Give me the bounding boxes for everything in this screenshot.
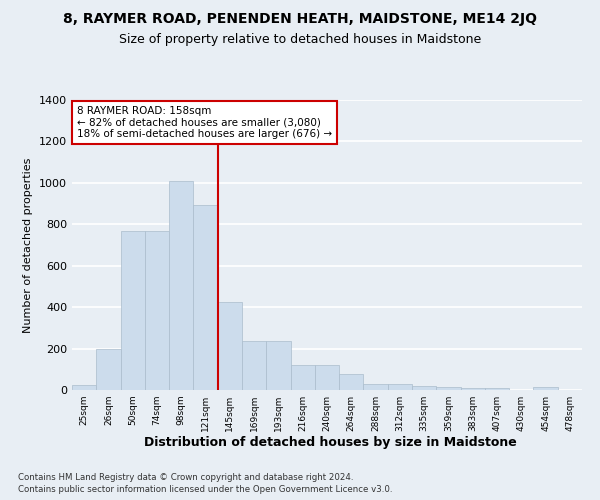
Bar	[461, 388, 485, 390]
Bar	[533, 388, 558, 390]
Bar	[315, 365, 339, 390]
Text: Size of property relative to detached houses in Maidstone: Size of property relative to detached ho…	[119, 32, 481, 46]
Bar	[339, 374, 364, 390]
Bar	[290, 365, 315, 390]
Text: 8, RAYMER ROAD, PENENDEN HEATH, MAIDSTONE, ME14 2JQ: 8, RAYMER ROAD, PENENDEN HEATH, MAIDSTON…	[63, 12, 537, 26]
Text: 8 RAYMER ROAD: 158sqm
← 82% of detached houses are smaller (3,080)
18% of semi-d: 8 RAYMER ROAD: 158sqm ← 82% of detached …	[77, 106, 332, 139]
Y-axis label: Number of detached properties: Number of detached properties	[23, 158, 34, 332]
Text: Contains HM Land Registry data © Crown copyright and database right 2024.: Contains HM Land Registry data © Crown c…	[18, 472, 353, 482]
Bar	[96, 348, 121, 390]
Text: Contains public sector information licensed under the Open Government Licence v3: Contains public sector information licen…	[18, 485, 392, 494]
Bar	[436, 387, 461, 390]
Bar	[218, 302, 242, 390]
Bar	[412, 386, 436, 390]
Bar	[364, 384, 388, 390]
Text: Distribution of detached houses by size in Maidstone: Distribution of detached houses by size …	[143, 436, 517, 449]
Bar	[388, 384, 412, 390]
Bar	[72, 385, 96, 390]
Bar	[485, 388, 509, 390]
Bar	[145, 230, 169, 390]
Bar	[266, 342, 290, 390]
Bar	[121, 230, 145, 390]
Bar	[193, 204, 218, 390]
Bar	[242, 342, 266, 390]
Bar	[169, 181, 193, 390]
